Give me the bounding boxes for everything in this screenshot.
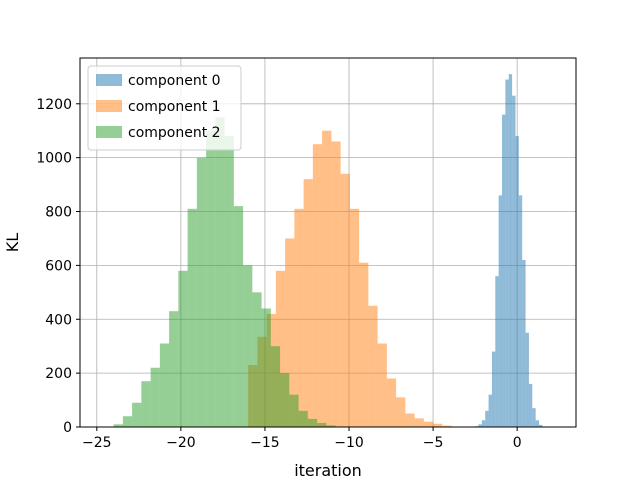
- histogram-bar: [349, 208, 360, 427]
- histogram-bar: [386, 378, 397, 427]
- histogram-bar: [233, 206, 244, 427]
- histogram-bar: [307, 418, 318, 427]
- y-tick-label: 400: [45, 312, 72, 328]
- histogram-bar: [433, 423, 443, 427]
- histogram-bar: [515, 136, 519, 427]
- histogram-bar: [478, 424, 482, 427]
- y-tick-label: 1200: [36, 97, 72, 113]
- histogram-bar: [331, 141, 341, 428]
- histogram-bar: [132, 402, 142, 427]
- x-tick-label: −10: [334, 435, 364, 451]
- x-axis-label: iteration: [294, 461, 362, 480]
- x-tick-label: 0: [513, 435, 522, 451]
- histogram-bar: [525, 332, 529, 427]
- histogram-bar: [518, 195, 523, 427]
- axes-frame: [79, 57, 577, 428]
- histogram-bar: [294, 208, 304, 427]
- histogram-bar: [113, 424, 123, 427]
- histogram-bar: [522, 260, 526, 427]
- histogram-bar: [270, 346, 281, 427]
- histogram-bar: [539, 424, 543, 427]
- histogram-bar: [261, 308, 271, 427]
- histogram-bar: [485, 410, 489, 427]
- legend-swatch: [96, 100, 122, 112]
- series-0-bars: [475, 74, 543, 427]
- histogram-bar: [243, 265, 253, 427]
- legend-swatch: [96, 126, 122, 138]
- legend-label: component 0: [128, 73, 221, 89]
- legend-box: [87, 65, 242, 151]
- histogram-bar: [312, 144, 323, 428]
- histogram-bar: [169, 311, 179, 427]
- legend-label: component 2: [128, 125, 221, 141]
- histogram-bar: [280, 373, 290, 427]
- legend-entries: component 0 component 1 component 2: [96, 73, 221, 141]
- histogram-bar: [289, 394, 299, 427]
- histogram-bar: [317, 422, 327, 427]
- histogram-bar: [359, 262, 369, 427]
- histogram-bar: [423, 421, 434, 427]
- histogram-bar: [442, 425, 452, 427]
- histogram-bar: [215, 117, 225, 427]
- histogram-bar: [414, 418, 424, 427]
- histogram-bar: [298, 410, 308, 427]
- histogram-bar: [481, 420, 486, 427]
- histogram-bar: [303, 179, 313, 427]
- histogram-bar: [488, 394, 492, 427]
- y-tick-label: 200: [45, 366, 72, 382]
- legend-label: component 1: [128, 99, 221, 115]
- histogram-bar: [159, 343, 170, 427]
- y-tick-label: 1000: [36, 151, 72, 167]
- histogram-bar: [340, 173, 350, 427]
- x-tick-label: −15: [250, 435, 280, 451]
- y-tick-label: 600: [45, 258, 72, 274]
- histogram-bar: [528, 383, 533, 427]
- histogram-bar: [491, 351, 496, 427]
- histogram-bar: [150, 367, 160, 427]
- histogram-bar: [141, 381, 151, 427]
- x-tick-label: −25: [82, 435, 112, 451]
- histogram-bar: [512, 95, 516, 427]
- histogram-bar: [322, 130, 332, 427]
- legend: component 0 component 1 component 2: [87, 65, 242, 151]
- x-tick-label: −5: [423, 435, 444, 451]
- histogram-bar: [396, 397, 406, 427]
- histogram-bar: [275, 270, 286, 427]
- histogram-bar: [508, 74, 513, 427]
- histogram-bar: [535, 420, 540, 427]
- y-tick-label: 800: [45, 205, 72, 221]
- histogram-bar: [532, 408, 536, 427]
- series-2-bars: [113, 117, 336, 428]
- histogram-bars: [113, 74, 543, 428]
- histogram-bar: [377, 343, 387, 427]
- y-tick-label: 0: [63, 420, 72, 436]
- histogram-bar: [252, 292, 262, 427]
- histogram-bar: [505, 79, 509, 427]
- histogram-bar: [196, 157, 207, 428]
- histogram-bar: [122, 416, 133, 427]
- histogram-bar: [405, 413, 415, 427]
- y-axis-label: KL: [3, 233, 22, 252]
- histogram-bar: [224, 136, 234, 427]
- histogram-bar: [498, 195, 503, 427]
- legend-swatch: [96, 74, 122, 86]
- histogram-bar: [187, 208, 197, 427]
- histogram-bar: [326, 425, 336, 427]
- histogram-bar: [285, 238, 295, 427]
- histogram-bar: [368, 305, 378, 427]
- histogram-bar: [206, 130, 216, 427]
- histogram-bar: [502, 114, 506, 427]
- histogram-bar: [495, 276, 499, 427]
- x-tick-label: −20: [166, 435, 196, 451]
- histogram-bar: [178, 270, 188, 427]
- axis-ticks: −25 −20 −15 −10 −5 0 0 200 400 600 800 1000 1200: [36, 97, 521, 451]
